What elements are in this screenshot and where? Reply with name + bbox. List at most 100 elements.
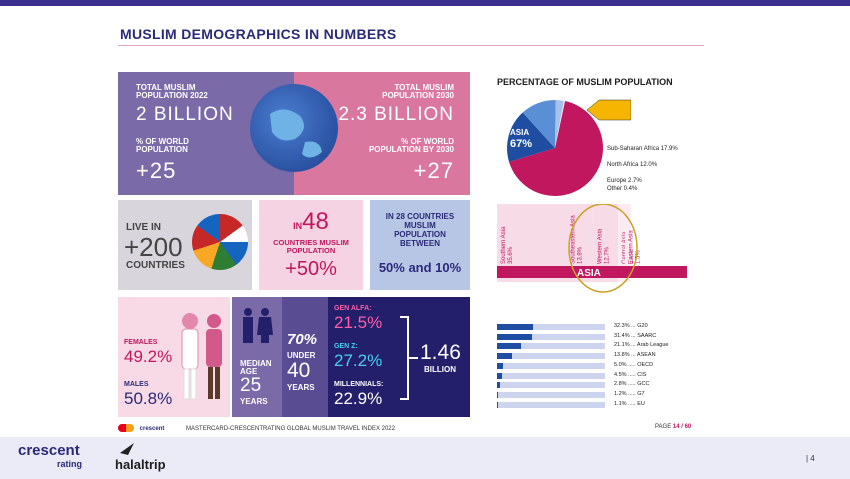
pop2022-value: 2 BILLION — [136, 104, 234, 125]
gen-alfa-label: GEN ALFA: — [334, 305, 372, 312]
asia-region-label: Western Asia — [597, 228, 603, 264]
page-indicator: PAGE 14 / 60 — [655, 424, 691, 430]
flag-globe-icon — [192, 214, 248, 270]
bloc-bar — [497, 401, 499, 408]
bloc-bar — [497, 362, 503, 369]
pie-asia-name: ASIA — [510, 128, 530, 137]
bloc-bar — [497, 382, 501, 389]
gender-panel: FEMALES 49.2% MALES 50.8% — [118, 297, 230, 417]
footer-bar: crescent rating halaltrip | 4 — [0, 437, 850, 479]
millennials-label: MILLENNIALS: — [334, 381, 384, 388]
bracket-icon — [400, 316, 418, 400]
highlight-ellipse — [568, 204, 638, 293]
bloc-bar-track — [497, 391, 605, 398]
people-icon — [243, 308, 273, 343]
halaltrip-logo: halaltrip — [115, 457, 166, 472]
asia-region-bar — [618, 204, 625, 282]
bloc-bar-label: 32.3% ... G20 — [614, 323, 648, 329]
muslim-couple-icon — [181, 313, 222, 400]
bloc-bar-track — [497, 324, 605, 330]
under40-years: YEARS — [287, 383, 315, 392]
median-age-panel: MEDIAN AGE 25 YEARS — [232, 297, 282, 417]
globe-icon — [250, 84, 338, 172]
pie-chart — [507, 100, 603, 196]
bloc-bar-label: 21.1% ... Arab League — [614, 342, 669, 349]
bloc-bar — [497, 324, 533, 330]
pop2030-pct-label-1: % OF WORLD — [401, 137, 454, 146]
bloc-bar-track — [497, 382, 605, 389]
pop2022-pct-label-1: % OF WORLD — [136, 137, 189, 146]
live-in-label: LIVE IN — [126, 222, 162, 233]
median-label-2: AGE — [240, 367, 258, 376]
males-label: MALES — [124, 381, 149, 388]
in48-label-2: POPULATION — [286, 246, 336, 255]
pointer-arrow-icon — [587, 99, 631, 121]
pop2022-pct-value: +25 — [136, 158, 177, 183]
asia-region-bar — [624, 204, 631, 282]
live-in-panel: LIVE IN +200 COUNTRIES — [118, 200, 252, 290]
in48-panel: IN48 COUNTRIES MUSLIM POPULATION +50% — [259, 200, 363, 290]
source-line: crescent MASTERCARD-CRESCENTRATING GLOBA… — [118, 424, 395, 432]
in28-label-1: IN 28 COUNTRIES — [385, 212, 455, 221]
bloc-bar-track — [497, 353, 605, 360]
pie-asia-value: 67% — [510, 138, 533, 150]
pie-slice — [555, 100, 566, 148]
pie-asia-label: ASIA — [510, 128, 529, 137]
bloc-bar-label: 2.8% ..... GCC — [614, 381, 650, 388]
asia-band — [497, 266, 687, 278]
chart-title: PERCENTAGE OF MUSLIM POPULATION — [497, 77, 673, 87]
in48-label-1: COUNTRIES MUSLIM — [273, 238, 349, 247]
males-value: 50.8% — [124, 389, 173, 408]
legend-europe: Europe 2.7% — [607, 178, 642, 184]
bloc-bar — [497, 391, 499, 398]
in28-label-2: MUSLIM — [404, 221, 436, 230]
countries-label: COUNTRIES — [126, 260, 185, 271]
legend-north-africa: North Africa 12.0% — [607, 162, 658, 168]
asia-region-value: 1.5% — [636, 250, 642, 264]
bloc-bar — [497, 372, 502, 379]
pie-slice — [522, 100, 556, 148]
bloc-bar-label: 1.2% ..... G7 — [614, 390, 645, 397]
legend-ssa: Sub-Saharan Africa 17.9% — [607, 146, 678, 152]
under40-pct: 70% — [287, 331, 318, 348]
bloc-bar-label: 13.8% ... ASEAN — [614, 352, 656, 359]
pop2022-label-1: TOTAL MUSLIM — [136, 83, 196, 92]
generations-panel: GEN ALFA: 21.5% GEN Z: 27.2% MILLENNIALS… — [328, 297, 470, 417]
pie-asia-pct: 67 — [510, 138, 523, 150]
slide-number: | 4 — [806, 454, 815, 463]
asia-region-label: Southeastern Asia — [570, 215, 576, 264]
gen-alfa-value: 21.5% — [334, 313, 383, 332]
title-divider — [118, 45, 704, 46]
asia-region-label: Southern Asia — [501, 226, 507, 264]
top-bar — [0, 0, 850, 6]
bloc-bar-label: 1.1% ..... EU — [614, 400, 645, 407]
asia-breakdown-chart: Southern Asia 35.6% Southeastern Asia 13.8%… — [497, 204, 687, 293]
pie-slice — [507, 112, 555, 162]
under40-panel: 70% UNDER 40 YEARS — [282, 297, 328, 417]
crescentrating-logo: crescent — [18, 442, 80, 459]
generations-total-unit: BILLION — [424, 365, 456, 374]
bloc-bar — [497, 333, 532, 340]
in48-value: +50% — [285, 258, 337, 280]
asia-band-label: ASIA — [577, 268, 601, 279]
bloc-bar — [497, 353, 513, 360]
in28-label-3: POPULATION — [394, 230, 446, 239]
legend-other: Other 0.4% — [607, 186, 638, 192]
pop2030-pct-value: +27 — [413, 158, 454, 183]
asia-region-value: 3.4% — [629, 250, 635, 264]
page-title: MUSLIM DEMOGRAPHICS IN NUMBERS — [120, 26, 397, 42]
bloc-bar-label: 5.0% ..... OECD — [614, 361, 654, 368]
page-label: PAGE — [655, 424, 672, 430]
generations-total: 1.46 — [420, 341, 461, 364]
bloc-bar-track — [497, 343, 605, 350]
asia-region-label: Eastern Asia — [629, 230, 635, 264]
pop2030-pct-label-2: POPULATION BY 2030 — [368, 145, 454, 154]
pop2030-value: 2.3 BILLION — [338, 104, 454, 125]
crescentrating-logo-sub: rating — [57, 459, 83, 469]
median-years: YEARS — [240, 397, 268, 406]
asia-region-value: 13.8% — [577, 246, 583, 264]
in28-panel: IN 28 COUNTRIES MUSLIM POPULATION BETWEE… — [370, 200, 470, 290]
bloc-bar — [497, 343, 521, 350]
median-label-1: MEDIAN — [240, 359, 272, 368]
under-label: UNDER — [287, 351, 316, 360]
